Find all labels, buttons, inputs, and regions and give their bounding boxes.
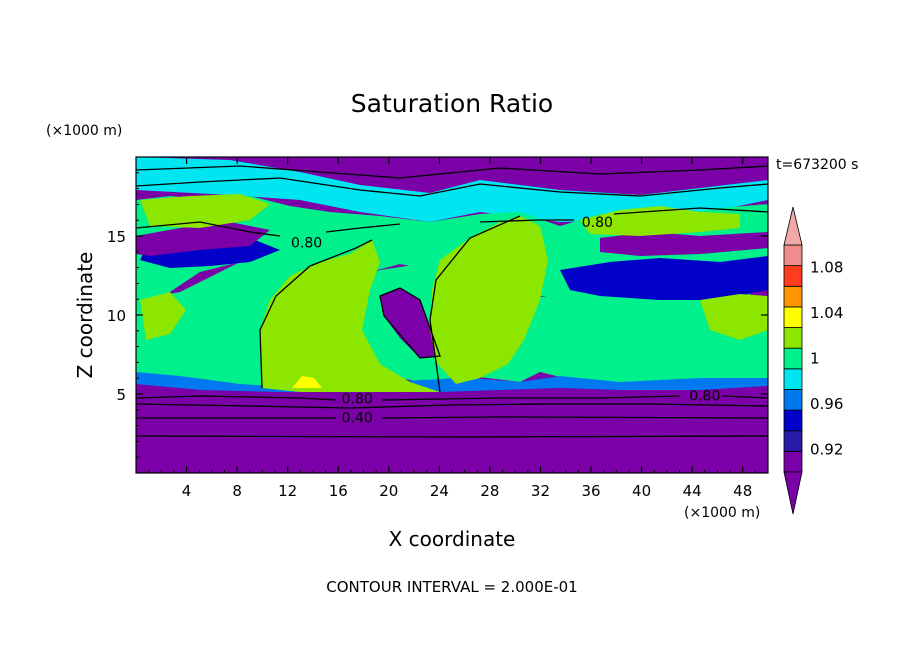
yellow-green-cell-left	[260, 240, 440, 392]
contour-label: 0.80	[689, 389, 720, 405]
contour-line-020	[136, 435, 768, 438]
x-tick-label: 24	[430, 482, 449, 500]
purple-intrusion	[380, 288, 440, 358]
colorbar-max-arrow	[783, 206, 803, 246]
chart-title: Saturation Ratio	[351, 89, 553, 118]
y-tick-label: 10	[107, 307, 126, 325]
colorbar-swatch	[783, 244, 803, 267]
purple-streak-right	[600, 232, 768, 256]
colorbar-swatch	[783, 306, 803, 328]
contour-line-070-lower	[136, 403, 768, 409]
contour-label: 0.80	[291, 235, 322, 251]
colorbar-tick-label: 1	[810, 350, 820, 368]
x-tick-label: 4	[182, 482, 192, 500]
contour-line-080-lower	[136, 395, 768, 401]
contour-field: 0.80 0.40 0.80 0.80 0.80	[136, 157, 768, 473]
y-tick-label: 5	[116, 386, 126, 404]
x-unit-label: (×1000 m)	[684, 505, 760, 521]
x-tick-label: 32	[531, 482, 550, 500]
contour-label: 0.40	[342, 411, 373, 427]
y-axis-label: Z coordinate	[73, 252, 97, 379]
x-axis: 4 8 12 16 20 24 28 32 36 40 44 48	[148, 157, 756, 500]
x-tick-label: 16	[329, 482, 348, 500]
colorbar-swatch	[783, 389, 803, 411]
contour-line-cell-mid	[429, 215, 521, 393]
contour-line-080-upper-left	[136, 221, 401, 237]
colorbar-tick-label: 0.92	[810, 440, 843, 458]
colorbar: 0.92 0.96 1 1.04 1.08	[783, 206, 843, 515]
contour-lines	[136, 165, 768, 438]
colorbar-swatch	[783, 285, 803, 308]
x-tick-label: 48	[733, 482, 752, 500]
purple-streak-left	[136, 222, 270, 256]
time-label: t=673200 s	[776, 157, 858, 173]
contour-line-intrusion	[379, 287, 441, 359]
x-tick-label: 28	[480, 482, 499, 500]
x-tick-label: 8	[232, 482, 242, 500]
colorbar-swatch	[783, 450, 803, 473]
contour-line-040	[136, 416, 768, 419]
colorbar-swatch	[783, 327, 803, 349]
yellow-green-cell-far-left	[140, 292, 186, 340]
blue-patch-right	[560, 256, 768, 300]
colorbar-min-arrow	[783, 471, 803, 515]
colorbar-swatch	[783, 430, 803, 452]
contour-line-cell-left	[259, 239, 373, 389]
colorbar-swatch	[783, 265, 803, 287]
yellow-maximum	[292, 376, 322, 388]
contour-label: 0.80	[342, 392, 373, 408]
x-tick-label: 36	[581, 482, 600, 500]
colorbar-tick-label: 1.08	[810, 259, 843, 277]
yellow-green-cell-mid	[430, 216, 548, 384]
contour-line-080-upper-right	[479, 207, 768, 223]
contour-interval-footer: CONTOUR INTERVAL = 2.000E-01	[326, 578, 577, 596]
yellow-green-cell-upper-left	[140, 194, 270, 228]
contour-labels: 0.80 0.40 0.80 0.80 0.80	[291, 215, 720, 427]
colorbar-tick-label: 0.96	[810, 395, 843, 413]
colorbar-swatch	[783, 347, 803, 370]
lower-blue-edge	[136, 372, 768, 392]
x-axis-label: X coordinate	[389, 527, 516, 551]
contour-line-top	[136, 177, 768, 197]
yellow-green-cell-right	[700, 294, 768, 340]
x-tick-label: 20	[379, 482, 398, 500]
colorbar-swatch	[783, 368, 803, 390]
contour-label: 0.80	[582, 215, 613, 231]
colorbar-tick-label: 1.04	[810, 304, 843, 322]
x-tick-label: 44	[683, 482, 702, 500]
y-tick-label: 15	[107, 228, 126, 246]
contour-line-top-upper	[136, 165, 768, 179]
y-unit-label: (×1000 m)	[46, 123, 122, 139]
colorbar-swatch	[783, 409, 803, 432]
x-tick-label: 40	[632, 482, 651, 500]
x-tick-label: 12	[278, 482, 297, 500]
y-axis: 5 10 15	[107, 172, 768, 458]
